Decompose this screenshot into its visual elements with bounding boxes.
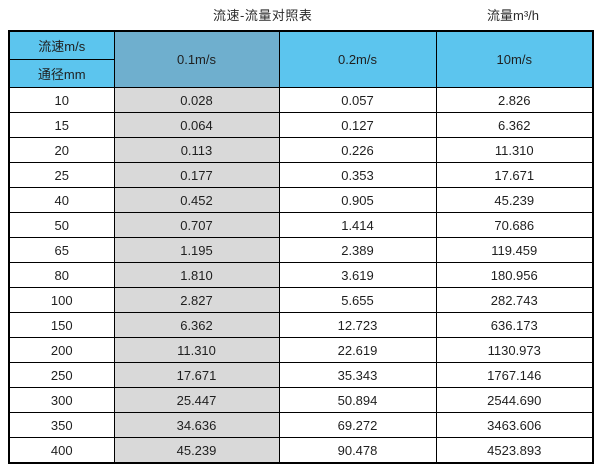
flow-rate-table: 流速m/s 0.1m/s 0.2m/s 10m/s 通径mm 10 0.028 0.… bbox=[8, 30, 594, 464]
flow-value-cell: 0.452 bbox=[113, 187, 280, 213]
flow-value-cell: 2.389 bbox=[278, 237, 437, 263]
diameter-cell: 300 bbox=[8, 387, 115, 413]
flow-unit-label: 流量m³/h bbox=[487, 8, 540, 23]
flow-value-cell: 17.671 bbox=[113, 362, 280, 388]
header-row-bottom: 通径mm bbox=[8, 59, 593, 88]
table-row: 200 11.310 22.619 1130.973 bbox=[8, 337, 594, 363]
table-row: 300 25.447 50.894 2544.690 bbox=[8, 387, 594, 413]
diameter-cell: 50 bbox=[8, 212, 115, 238]
flow-value-cell: 2.826 bbox=[435, 87, 594, 113]
table-header: 流速m/s 0.1m/s 0.2m/s 10m/s 通径mm bbox=[8, 30, 594, 88]
diameter-cell: 400 bbox=[8, 437, 115, 464]
table-row: 80 1.810 3.619 180.956 bbox=[8, 262, 594, 288]
flow-value-cell: 45.239 bbox=[435, 187, 594, 213]
flow-value-cell: 2.827 bbox=[113, 287, 280, 313]
flow-value-cell: 6.362 bbox=[435, 112, 594, 138]
table-row: 15 0.064 0.127 6.362 bbox=[8, 112, 594, 138]
flow-value-cell: 70.686 bbox=[435, 212, 594, 238]
title-bar: 流速-流量对照表 流量m³/h bbox=[0, 0, 600, 30]
flow-value-cell: 17.671 bbox=[435, 162, 594, 188]
flow-value-cell: 25.447 bbox=[113, 387, 280, 413]
flow-value-cell: 90.478 bbox=[278, 437, 437, 464]
table-row: 400 45.239 90.478 4523.893 bbox=[8, 437, 594, 464]
flow-value-cell: 282.743 bbox=[435, 287, 594, 313]
diameter-cell: 65 bbox=[8, 237, 115, 263]
flow-value-cell: 1767.146 bbox=[435, 362, 594, 388]
flow-value-cell: 119.459 bbox=[435, 237, 594, 263]
table-row: 100 2.827 5.655 282.743 bbox=[8, 287, 594, 313]
corner-diameter-label: 通径mm bbox=[8, 59, 115, 88]
table-title: 流速-流量对照表 bbox=[213, 8, 313, 23]
flow-value-cell: 4523.893 bbox=[435, 437, 594, 464]
flow-value-cell: 0.707 bbox=[113, 212, 280, 238]
flow-value-cell: 1.414 bbox=[278, 212, 437, 238]
diameter-cell: 10 bbox=[8, 87, 115, 113]
flow-value-cell: 45.239 bbox=[113, 437, 280, 464]
diameter-cell: 20 bbox=[8, 137, 115, 163]
diameter-cell: 250 bbox=[8, 362, 115, 388]
diameter-cell: 350 bbox=[8, 412, 115, 438]
table-row: 10 0.028 0.057 2.826 bbox=[8, 87, 594, 113]
flow-value-cell: 0.226 bbox=[278, 137, 437, 163]
velocity-header-01: 0.1m/s bbox=[113, 30, 280, 88]
flow-value-cell: 180.956 bbox=[435, 262, 594, 288]
velocity-header-10: 10m/s bbox=[435, 30, 594, 88]
flow-value-cell: 34.636 bbox=[113, 412, 280, 438]
flow-value-cell: 0.064 bbox=[113, 112, 280, 138]
flow-value-cell: 0.127 bbox=[278, 112, 437, 138]
flow-value-cell: 0.905 bbox=[278, 187, 437, 213]
flow-value-cell: 6.362 bbox=[113, 312, 280, 338]
flow-value-cell: 0.177 bbox=[113, 162, 280, 188]
diameter-cell: 80 bbox=[8, 262, 115, 288]
diameter-cell: 150 bbox=[8, 312, 115, 338]
flow-value-cell: 22.619 bbox=[278, 337, 437, 363]
velocity-header-02: 0.2m/s bbox=[278, 30, 437, 88]
table-row: 65 1.195 2.389 119.459 bbox=[8, 237, 594, 263]
flow-value-cell: 1.810 bbox=[113, 262, 280, 288]
flow-value-cell: 12.723 bbox=[278, 312, 437, 338]
flow-value-cell: 3.619 bbox=[278, 262, 437, 288]
table-row: 350 34.636 69.272 3463.606 bbox=[8, 412, 594, 438]
table-row: 50 0.707 1.414 70.686 bbox=[8, 212, 594, 238]
flow-value-cell: 3463.606 bbox=[435, 412, 594, 438]
corner-velocity-label: 流速m/s bbox=[8, 30, 115, 60]
flow-value-cell: 0.113 bbox=[113, 137, 280, 163]
diameter-cell: 25 bbox=[8, 162, 115, 188]
flow-value-cell: 1130.973 bbox=[435, 337, 594, 363]
diameter-cell: 200 bbox=[8, 337, 115, 363]
flow-value-cell: 50.894 bbox=[278, 387, 437, 413]
header-row-top: 流速m/s 0.1m/s 0.2m/s 10m/s bbox=[8, 30, 594, 88]
flow-value-cell: 11.310 bbox=[435, 137, 594, 163]
table-body: 10 0.028 0.057 2.826 15 0.064 0.127 6.362 20 0.11… bbox=[8, 87, 594, 464]
flow-value-cell: 35.343 bbox=[278, 362, 437, 388]
flow-value-cell: 1.195 bbox=[113, 237, 280, 263]
flow-value-cell: 0.057 bbox=[278, 87, 437, 113]
diameter-cell: 40 bbox=[8, 187, 115, 213]
flow-value-cell: 0.028 bbox=[113, 87, 280, 113]
flow-value-cell: 2544.690 bbox=[435, 387, 594, 413]
diameter-cell: 15 bbox=[8, 112, 115, 138]
flow-value-cell: 0.353 bbox=[278, 162, 437, 188]
table-row: 150 6.362 12.723 636.173 bbox=[8, 312, 594, 338]
flow-value-cell: 69.272 bbox=[278, 412, 437, 438]
table-row: 20 0.113 0.226 11.310 bbox=[8, 137, 594, 163]
flow-value-cell: 5.655 bbox=[278, 287, 437, 313]
flow-value-cell: 11.310 bbox=[113, 337, 280, 363]
diameter-cell: 100 bbox=[8, 287, 115, 313]
table-row: 25 0.177 0.353 17.671 bbox=[8, 162, 594, 188]
table-row: 250 17.671 35.343 1767.146 bbox=[8, 362, 594, 388]
table-row: 40 0.452 0.905 45.239 bbox=[8, 187, 594, 213]
flow-value-cell: 636.173 bbox=[435, 312, 594, 338]
